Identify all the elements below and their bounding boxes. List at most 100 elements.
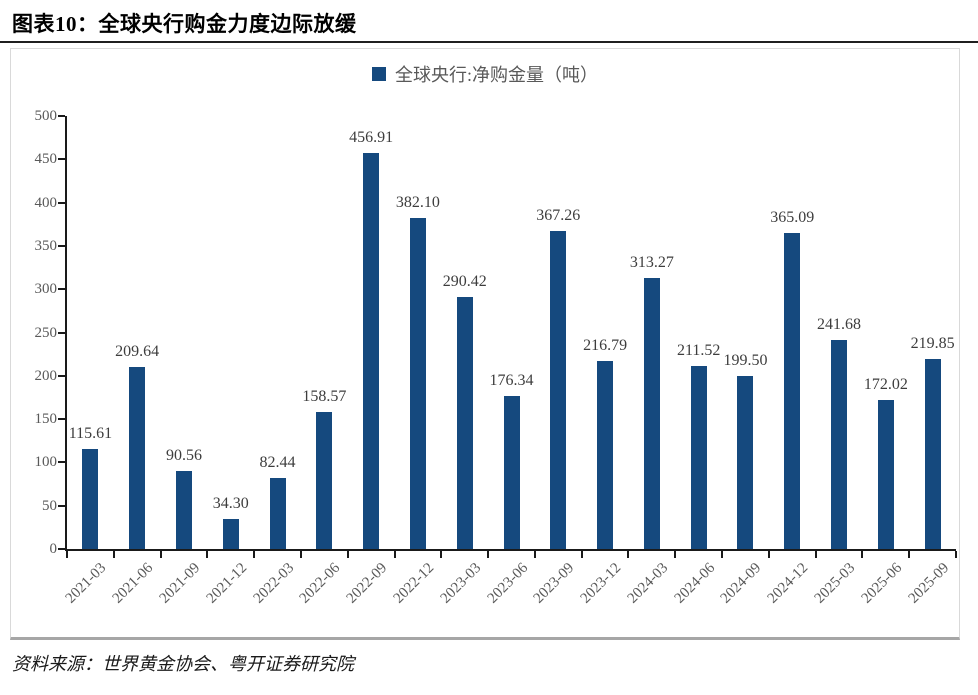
- y-tick-mark: [58, 374, 65, 377]
- x-tick-label: 2025-03: [811, 560, 859, 607]
- bar: [877, 400, 894, 549]
- bar-value-label: 241.68: [817, 315, 862, 333]
- x-tick-mark: [112, 551, 115, 558]
- bar: [831, 339, 848, 549]
- x-tick-mark: [721, 551, 724, 558]
- bar-value-label: 172.02: [863, 376, 908, 394]
- bar-value-label: 34.30: [212, 495, 249, 513]
- y-tick-mark: [58, 504, 65, 507]
- bar-value-label: 365.09: [770, 208, 815, 226]
- bar-value-label: 382.10: [395, 194, 440, 212]
- bar: [737, 376, 754, 549]
- x-tick-mark: [487, 551, 490, 558]
- plot-area: 115.61 2021-03 209.64 2021-06 90.56 2021-09 34…: [58, 115, 957, 607]
- bar: [269, 477, 286, 549]
- x-tick-mark: [908, 551, 911, 558]
- bar-value-label: 209.64: [115, 343, 160, 361]
- bar-value-label: 216.79: [583, 337, 628, 355]
- bar: [409, 218, 426, 549]
- bar-value-label: 158.57: [302, 387, 347, 405]
- x-tick-mark: [814, 551, 817, 558]
- bar: [129, 367, 146, 549]
- bar: [222, 519, 239, 549]
- x-tick-mark: [861, 551, 864, 558]
- x-tick-label: 2021-03: [63, 560, 110, 607]
- x-tick-mark: [627, 551, 630, 558]
- x-tick-mark: [66, 551, 68, 558]
- y-tick-mark: [58, 548, 65, 550]
- x-tick-mark: [580, 551, 583, 558]
- x-tick-mark: [767, 551, 770, 558]
- x-tick-mark: [393, 551, 396, 558]
- x-tick-mark: [206, 551, 209, 558]
- x-tick-label: 2023-09: [530, 560, 578, 607]
- y-tick-mark: [58, 244, 65, 247]
- x-tick-mark: [674, 551, 677, 558]
- y-tick-mark: [58, 201, 65, 204]
- y-tick-mark: [58, 331, 65, 334]
- x-tick-label: 2025-09: [905, 560, 952, 607]
- x-axis-line: [65, 549, 956, 551]
- x-tick-label: 2023-12: [577, 560, 625, 607]
- x-tick-label: 2024-06: [671, 560, 718, 607]
- y-axis-line: [65, 116, 67, 551]
- x-tick-mark: [955, 551, 957, 558]
- bar: [643, 277, 660, 549]
- chart-frame: 全球央行:净购金量（吨） 0 50 100 150 200 250 300 350 400 450…: [10, 48, 960, 640]
- x-tick-label: 2024-03: [624, 560, 672, 607]
- x-tick-label: 2021-09: [156, 560, 204, 607]
- x-tick-label: 2023-06: [484, 560, 531, 607]
- x-tick-label: 2022-09: [343, 560, 391, 607]
- y-tick-label: 350: [34, 237, 58, 254]
- bar: [456, 297, 473, 549]
- title-divider: [0, 41, 978, 43]
- bar-value-label: 456.91: [349, 129, 394, 147]
- y-axis-labels: 0 50 100 150 200 250 300 350 400 450 500: [11, 49, 58, 637]
- bar: [924, 358, 941, 549]
- bar-value-label: 176.34: [489, 372, 534, 390]
- x-tick-label: 2024-09: [718, 560, 765, 607]
- bar-value-label: 199.50: [723, 352, 768, 370]
- bar-value-label: 115.61: [68, 424, 113, 442]
- y-tick-label: 300: [34, 281, 58, 298]
- x-tick-mark: [533, 551, 536, 558]
- y-tick-label: 100: [34, 454, 58, 471]
- bar: [82, 448, 99, 549]
- x-tick-mark: [299, 551, 302, 558]
- y-tick-mark: [58, 115, 65, 117]
- y-tick-label: 200: [34, 367, 58, 384]
- x-tick-label: 2023-03: [437, 560, 485, 607]
- x-tick-mark: [440, 551, 443, 558]
- x-tick-mark: [346, 551, 349, 558]
- x-tick-mark: [159, 551, 162, 558]
- bar: [363, 153, 380, 549]
- bar-value-label: 90.56: [165, 446, 202, 464]
- bar: [175, 470, 192, 549]
- bar-value-label: 290.42: [442, 273, 487, 291]
- x-tick-label: 2025-06: [858, 560, 906, 607]
- bar-value-label: 211.52: [676, 341, 721, 359]
- bar: [784, 232, 801, 549]
- x-tick-label: 2021-12: [203, 560, 251, 607]
- x-tick-label: 2022-03: [250, 560, 297, 607]
- legend-label: 全球央行:净购金量（吨）: [395, 65, 598, 85]
- y-tick-label: 0: [49, 541, 58, 557]
- y-tick-label: 150: [34, 411, 58, 428]
- y-tick-label: 50: [42, 497, 57, 514]
- chart-legend: 全球央行:净购金量（吨）: [11, 61, 959, 87]
- y-tick-label: 500: [34, 108, 58, 124]
- y-tick-mark: [58, 461, 65, 464]
- bar: [690, 365, 707, 549]
- bar-value-label: 367.26: [536, 206, 581, 224]
- x-tick-mark: [253, 551, 256, 558]
- x-tick-label: 2021-06: [109, 560, 157, 607]
- y-tick-label: 450: [34, 151, 58, 168]
- bar-value-label: 82.44: [259, 453, 296, 471]
- y-tick-label: 400: [34, 194, 58, 211]
- y-tick-mark: [58, 158, 65, 161]
- y-tick-label: 250: [34, 324, 58, 341]
- legend-swatch-icon: [372, 67, 386, 81]
- y-tick-mark: [58, 288, 65, 291]
- y-tick-mark: [58, 418, 65, 421]
